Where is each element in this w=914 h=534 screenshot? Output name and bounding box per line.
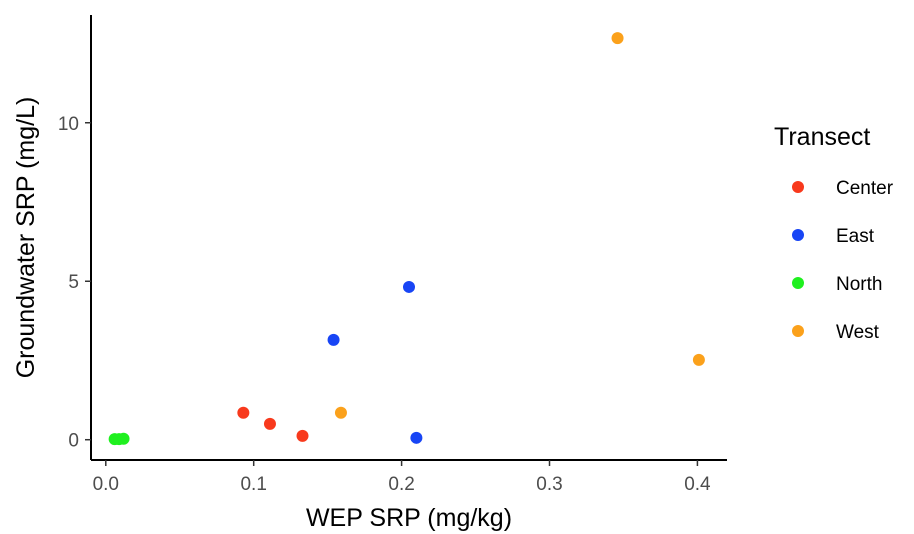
legend-title: Transect — [774, 123, 870, 151]
data-point-north — [117, 432, 130, 445]
data-point-east — [410, 431, 423, 444]
y-tick-label: 0 — [68, 431, 79, 452]
legend-key-center — [792, 181, 804, 193]
y-axis-title: Groundwater SRP (mg/L) — [12, 97, 40, 379]
legend-key-east — [792, 229, 804, 241]
legend-key-north — [792, 277, 804, 289]
legend-label-center: Center — [836, 178, 894, 199]
legend-label-west: West — [836, 322, 880, 343]
data-points — [108, 32, 705, 446]
legend: Transect Center East North West — [774, 123, 894, 343]
y-tick-label: 10 — [58, 114, 79, 135]
data-point-west — [611, 32, 624, 45]
data-point-center — [263, 417, 276, 430]
y-axis-ticks: 0 5 10 — [58, 114, 91, 452]
legend-label-east: East — [836, 226, 875, 247]
legend-items: Center East North West — [792, 178, 894, 343]
legend-key-west — [792, 325, 804, 337]
y-tick-label: 5 — [68, 272, 79, 293]
x-tick-label: 0.1 — [240, 474, 266, 495]
x-tick-label: 0.0 — [93, 474, 119, 495]
x-tick-label: 0.4 — [684, 474, 711, 495]
x-axis-title: WEP SRP (mg/kg) — [306, 504, 512, 532]
legend-label-north: North — [836, 274, 882, 295]
data-point-west — [334, 406, 347, 419]
data-point-center — [237, 406, 250, 419]
x-tick-label: 0.2 — [388, 474, 414, 495]
data-point-center — [296, 429, 309, 442]
data-point-west — [692, 353, 705, 366]
data-point-east — [327, 333, 340, 346]
x-axis-ticks: 0.0 0.1 0.2 0.3 0.4 — [93, 460, 711, 495]
data-point-east — [403, 280, 415, 293]
x-tick-label: 0.3 — [536, 474, 562, 495]
